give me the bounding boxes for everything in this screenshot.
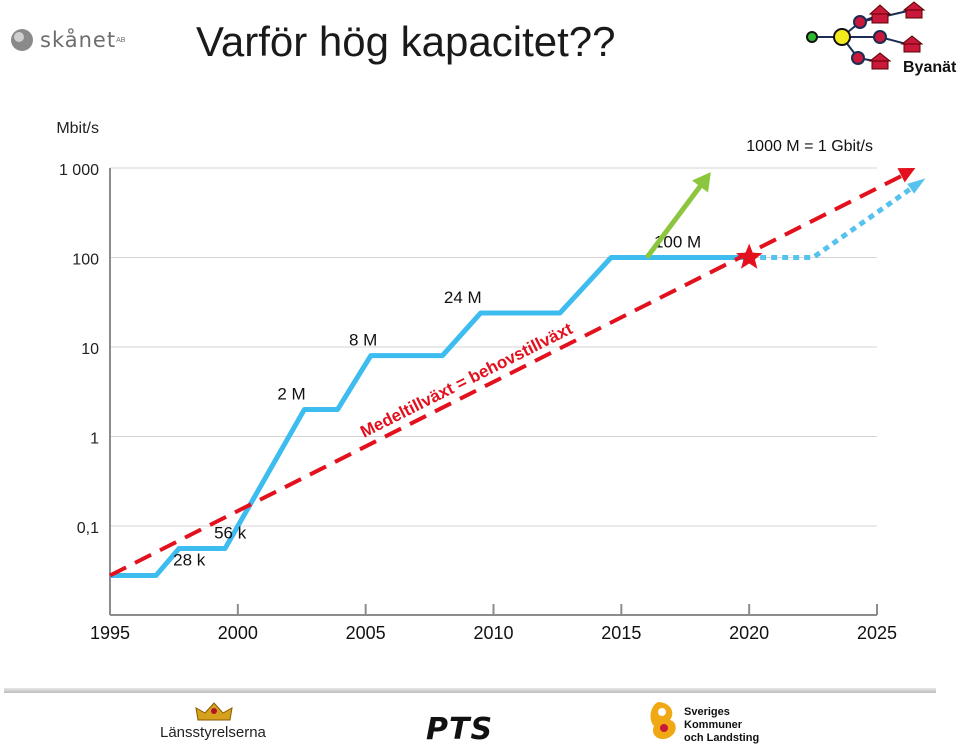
skl-line-3: och Landsting	[684, 732, 760, 744]
skl-line-2: Kommuner	[684, 719, 743, 731]
x-tick-label: 2005	[346, 623, 386, 643]
trend-arrowhead	[897, 168, 916, 183]
lansstyrelserna-logo: Länsstyrelserna	[160, 700, 270, 746]
skanet-logo-sup: AB	[116, 36, 126, 44]
skanet-logo: skånet AB	[8, 26, 125, 54]
lansstyrelserna-text: Länsstyrelserna	[160, 724, 266, 741]
crown-icon	[195, 702, 233, 721]
growth-arrowhead	[692, 172, 711, 193]
forecast-dotted-line	[749, 179, 922, 260]
x-tick-label: 2015	[601, 623, 641, 643]
pts-logo: PTS	[426, 712, 494, 747]
y-tick-label: 0,1	[77, 520, 99, 537]
data-label: 56 k	[214, 524, 247, 543]
skanet-logo-icon	[11, 29, 33, 51]
capacity-chart: 1 000 100 10 1 0,1 Mbit/s 1995 2000 2005 2010 2015…	[56, 120, 926, 643]
gbit-note: 1000 M = 1 Gbit/s	[746, 138, 873, 155]
forecast-arrowhead	[907, 178, 926, 194]
growth-arrow-line	[644, 181, 705, 259]
skanet-logo-text: skånet	[40, 28, 117, 52]
star-marker	[735, 243, 763, 269]
x-tick-label: 2000	[218, 623, 258, 643]
y-tick-label: 100	[72, 252, 99, 269]
trend-dashed-line	[109, 171, 909, 578]
y-tick-label: 1	[90, 431, 99, 448]
data-label: 28 k	[173, 550, 206, 569]
x-tick-label: 2020	[729, 623, 769, 643]
trend-label: Medeltillväxt = behovstillväxt	[357, 319, 576, 442]
skl-line-1: Sveriges	[684, 706, 730, 718]
y-tick-label: 10	[81, 341, 99, 358]
capacity-line	[110, 255, 750, 578]
data-label: 8 M	[349, 331, 377, 350]
skl-logo: Sveriges Kommuner och Landsting	[648, 700, 759, 747]
data-label: 100 M	[654, 233, 701, 252]
byanat-label: Byanät	[903, 59, 957, 76]
x-tick-label: 1995	[90, 623, 130, 643]
x-tick-label: 2025	[857, 623, 897, 643]
skl-emblem-icon	[650, 702, 676, 740]
footer-divider	[4, 688, 936, 693]
data-label: 2 M	[277, 385, 305, 404]
byanat-network-icon	[806, 1, 926, 70]
y-tick-label: 1 000	[59, 162, 99, 179]
slide-title: Varför hög kapacitet??	[196, 18, 616, 65]
data-label: 24 M	[444, 288, 482, 307]
y-axis-label: Mbit/s	[56, 120, 99, 137]
x-tick-label: 2010	[473, 623, 513, 643]
